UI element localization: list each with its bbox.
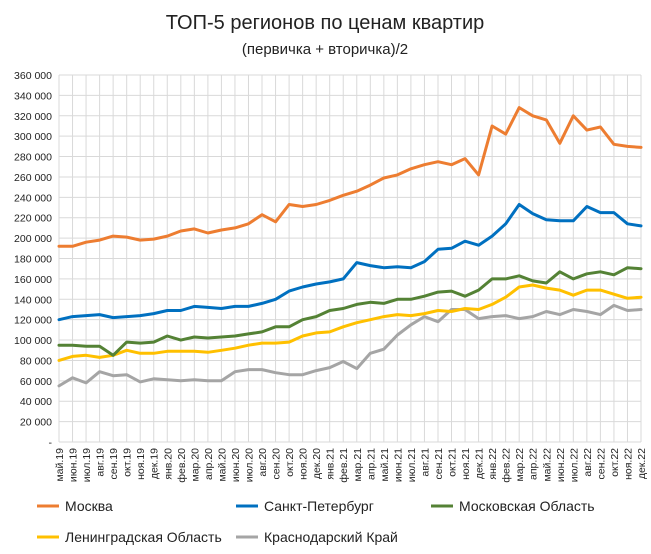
x-tick-label: фев.22: [501, 448, 513, 483]
x-tick-label: ноя.22: [622, 448, 634, 480]
series-line-2: [57, 266, 643, 357]
x-tick-label: май.19: [54, 448, 66, 482]
x-tick-label: май.20: [216, 448, 228, 482]
x-tick-label: дек.19: [149, 448, 161, 479]
y-tick-label: 140 000: [14, 294, 52, 306]
legend-label: Московская Область: [459, 498, 595, 514]
x-tick-label: авг.20: [257, 448, 269, 477]
y-tick-label: 340 000: [14, 90, 52, 102]
series-line-0: [57, 106, 643, 248]
x-tick-label: сен.19: [108, 448, 120, 480]
y-tick-label: 40 000: [20, 396, 52, 408]
x-tick-label: авг.21: [419, 448, 431, 477]
x-tick-label: мар.21: [352, 448, 364, 482]
x-tick-label: окт.21: [447, 448, 459, 477]
series-line-4: [57, 303, 643, 388]
y-tick-label: 320 000: [14, 111, 52, 123]
x-tick-label: июн.20: [230, 448, 242, 482]
x-tick-label: апр.22: [528, 448, 540, 480]
legend: Москва Санкт-Петербург Московская Область Л…: [37, 498, 595, 545]
legend-label: Ленинградская Область: [65, 529, 222, 545]
y-tick-label: 80 000: [20, 355, 52, 367]
x-tick-label: янв.20: [162, 448, 174, 480]
y-tick-label: 360 000: [14, 70, 52, 82]
x-tick-label: дек.20: [311, 448, 323, 479]
y-axis: - 20 000 40 000 60 000 80 000 100 000 120 000 1…: [14, 70, 52, 449]
x-tick-label: авг.19: [95, 448, 107, 477]
x-tick-label: окт.20: [284, 448, 296, 477]
x-tick-label: июл.21: [406, 448, 418, 482]
x-tick-label: янв.21: [325, 448, 337, 480]
y-tick-label: 20 000: [20, 417, 52, 429]
y-tick-label: 60 000: [20, 376, 52, 388]
x-tick-label: окт.19: [122, 448, 134, 477]
x-tick-label: июн.19: [68, 448, 80, 482]
x-tick-label: фев.20: [176, 448, 188, 483]
x-tick-label: сен.22: [595, 448, 607, 480]
x-tick-label: сен.21: [433, 448, 445, 480]
chart-subtitle: (первичка + вторичка)/2: [242, 41, 408, 58]
y-tick-label: -: [49, 437, 53, 449]
y-tick-label: 300 000: [14, 131, 52, 143]
y-tick-label: 260 000: [14, 172, 52, 184]
legend-item: Москва: [37, 498, 113, 514]
x-tick-label: фев.21: [338, 448, 350, 483]
y-tick-label: 220 000: [14, 213, 52, 225]
y-tick-label: 280 000: [14, 152, 52, 164]
x-tick-label: июн.22: [555, 448, 567, 482]
x-tick-label: сен.20: [271, 448, 283, 480]
x-tick-label: май.21: [379, 448, 391, 482]
x-tick-label: ноя.21: [460, 448, 472, 480]
y-tick-label: 120 000: [14, 315, 52, 327]
x-tick-label: дек.22: [636, 448, 648, 479]
y-tick-label: 180 000: [14, 254, 52, 266]
chart-title: ТОП-5 регионов по ценам квартир: [166, 12, 485, 34]
x-tick-label: ноя.20: [298, 448, 310, 480]
x-tick-label: дек.21: [474, 448, 486, 479]
x-tick-label: апр.21: [365, 448, 377, 480]
x-tick-label: апр.20: [203, 448, 215, 480]
legend-item: Краснодарский Край: [236, 529, 398, 545]
x-tick-label: ноя.19: [135, 448, 147, 480]
legend-label: Санкт-Петербург: [264, 498, 374, 514]
x-tick-label: июн.21: [392, 448, 404, 482]
x-tick-label: мар.20: [189, 448, 201, 482]
x-tick-label: мар.22: [514, 448, 526, 482]
y-tick-label: 240 000: [14, 192, 52, 204]
x-tick-label: июл.19: [81, 448, 93, 482]
series-line-3: [57, 283, 643, 362]
x-tick-label: июл.20: [243, 448, 255, 482]
series-lines: [57, 106, 643, 388]
legend-item: Ленинградская Область: [37, 529, 222, 545]
series-line-1: [57, 203, 643, 322]
x-tick-label: май.22: [541, 448, 553, 482]
x-tick-label: окт.22: [609, 448, 621, 477]
y-tick-label: 160 000: [14, 274, 52, 286]
x-tick-label: янв.22: [487, 448, 499, 480]
y-tick-label: 200 000: [14, 233, 52, 245]
legend-item: Московская Область: [431, 498, 595, 514]
x-axis: май.19 июн.19 июл.19 авг.19 сен.19 окт.19 ноя.…: [54, 448, 648, 483]
y-tick-label: 100 000: [14, 335, 52, 347]
legend-item: Санкт-Петербург: [236, 498, 374, 514]
legend-label: Краснодарский Край: [264, 529, 398, 545]
legend-label: Москва: [65, 498, 113, 514]
x-tick-label: июл.22: [568, 448, 580, 482]
x-tick-label: авг.22: [582, 448, 594, 477]
